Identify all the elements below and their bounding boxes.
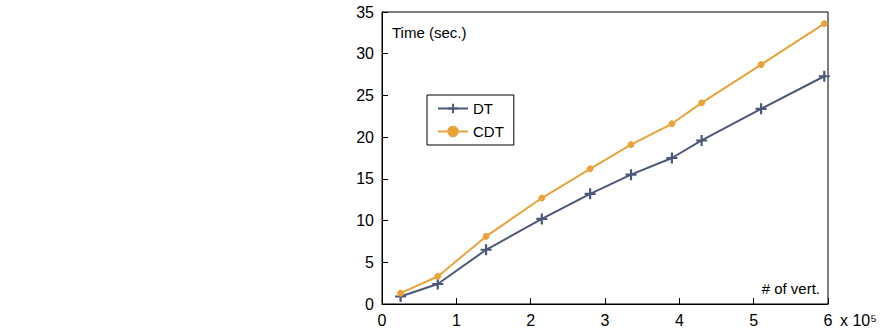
- svg-text:10: 10: [356, 212, 374, 229]
- svg-text:5: 5: [749, 312, 758, 329]
- svg-text:0: 0: [365, 296, 374, 313]
- svg-text:Time (sec.): Time (sec.): [392, 24, 466, 41]
- svg-text:30: 30: [356, 45, 374, 62]
- svg-text:x 10⁵: x 10⁵: [840, 312, 877, 329]
- svg-text:25: 25: [356, 87, 374, 104]
- svg-text:2: 2: [526, 312, 535, 329]
- svg-text:CDT: CDT: [473, 123, 504, 140]
- svg-text:6: 6: [824, 312, 833, 329]
- svg-text:15: 15: [356, 170, 374, 187]
- svg-text:20: 20: [356, 129, 374, 146]
- svg-text:# of vert.: # of vert.: [762, 280, 820, 297]
- svg-text:1: 1: [452, 312, 461, 329]
- svg-text:5: 5: [365, 254, 374, 271]
- svg-text:DT: DT: [473, 100, 493, 117]
- svg-text:4: 4: [675, 312, 684, 329]
- svg-text:3: 3: [601, 312, 610, 329]
- svg-text:0: 0: [378, 312, 387, 329]
- svg-text:35: 35: [356, 4, 374, 21]
